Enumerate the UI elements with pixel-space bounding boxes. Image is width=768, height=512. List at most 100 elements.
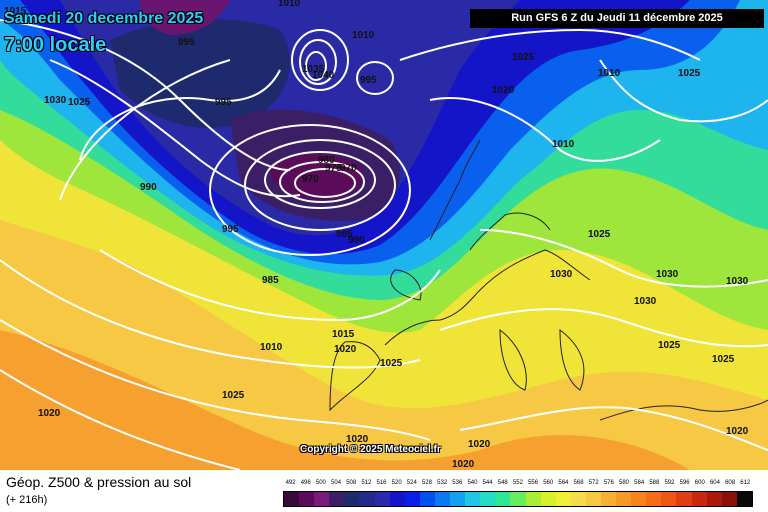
- scale-swatch: [555, 492, 571, 506]
- scale-swatch: [600, 492, 617, 506]
- scale-tick-label: 512: [361, 480, 372, 486]
- isobar-lines: [0, 19, 768, 470]
- isobar-label: 1020: [726, 426, 749, 437]
- scale-tick-label: 580: [619, 480, 630, 486]
- scale-tick-label: 604: [709, 480, 720, 486]
- scale-swatch: [465, 492, 481, 506]
- isobar-label: 980: [318, 155, 335, 166]
- scale-swatch: [419, 492, 435, 506]
- scale-swatch: [631, 492, 647, 506]
- isobar-label: 990: [348, 235, 365, 246]
- scale-tick-label: 520: [391, 480, 402, 486]
- scale-swatch: [480, 492, 496, 506]
- scale-tick-label: 564: [558, 480, 569, 486]
- isobar-label: 1030: [634, 296, 657, 307]
- scale-tick-label: 544: [482, 480, 493, 486]
- isobar-label: 1020: [38, 408, 61, 419]
- scale-tick-label: 612: [740, 480, 751, 486]
- isobar-label: 1025: [380, 358, 403, 369]
- scale-swatch: [314, 492, 330, 506]
- scale-swatch: [585, 492, 601, 506]
- scale-swatch: [540, 492, 556, 506]
- scale-tick-label: 572: [588, 480, 599, 486]
- isobar-label: 1040: [312, 70, 335, 81]
- scale-tick-label: 496: [300, 480, 311, 486]
- scale-swatch: [434, 492, 451, 506]
- isobar-label: 1015: [4, 6, 27, 17]
- isobar-label: 1020: [346, 434, 369, 445]
- scale-tick-label: 556: [528, 480, 539, 486]
- forecast-time: 7:00 locale: [4, 34, 107, 56]
- scale-tick-label: 560: [543, 480, 554, 486]
- scale-swatch: [284, 492, 300, 506]
- scale-tick-label: 608: [725, 480, 736, 486]
- forecast-date: Samedi 20 decembre 2025: [4, 10, 204, 27]
- scale-tick-label: 576: [603, 480, 614, 486]
- forecast-offset: (+ 216h): [6, 494, 48, 506]
- scale-swatch: [525, 492, 541, 506]
- scale-swatch: [646, 492, 662, 506]
- isobar-label: 995: [215, 97, 232, 108]
- legend-footer: Géop. Z500 & pression au sol (+ 216h) 49…: [0, 470, 768, 512]
- isobar-label: 1020: [28, 14, 51, 25]
- scale-tick-label: 568: [573, 480, 584, 486]
- coastlines: [329, 139, 768, 421]
- scale-tick-label: 584: [634, 480, 645, 486]
- scale-tick-label: 508: [346, 480, 357, 486]
- scale-tick-label: 492: [285, 480, 296, 486]
- isobar-label: 1010: [278, 0, 301, 9]
- isobar-label: 1025: [712, 354, 735, 365]
- geopotential-field: 1015 1020 1010 995 1030 1025 1010 1035 1…: [0, 0, 768, 470]
- scale-swatch: [616, 492, 632, 506]
- color-scale: [283, 491, 753, 507]
- isobar-label: 1010: [598, 68, 621, 79]
- scale-swatch: [374, 492, 390, 506]
- scale-swatch: [736, 492, 752, 506]
- scale-tick-label: 592: [664, 480, 675, 486]
- scale-swatch: [329, 492, 345, 506]
- isobar-label: 1020: [492, 85, 515, 96]
- scale-swatch: [691, 492, 707, 506]
- scale-tick-label: 516: [376, 480, 387, 486]
- scale-tick-label: 532: [437, 480, 448, 486]
- scale-swatch: [404, 492, 420, 506]
- scale-tick-label: 548: [497, 480, 508, 486]
- scale-swatch: [661, 492, 677, 506]
- scale-tick-label: 528: [421, 480, 432, 486]
- isobar-label: 995: [222, 224, 239, 235]
- isobar-label: 1025: [222, 390, 245, 401]
- isobar-label: 985: [336, 229, 353, 240]
- isobar-labels: 1015 1020 1010 995 1030 1025 1010 1035 1…: [4, 0, 749, 470]
- scale-tick-labels: 492 496 500 504 508 512 516 520 524 528 532 536 540 5…: [283, 480, 753, 490]
- isobar-label: 1020: [468, 439, 491, 450]
- scale-swatch: [570, 492, 586, 506]
- isobar-label: 995: [360, 75, 377, 86]
- scale-tick-label: 600: [694, 480, 705, 486]
- scale-swatch: [706, 492, 722, 506]
- scale-tick-label: 596: [679, 480, 690, 486]
- scale-tick-label: 504: [331, 480, 342, 486]
- scale-tick-label: 588: [649, 480, 660, 486]
- scale-tick-label: 500: [315, 480, 326, 486]
- isobar-label: 970: [340, 163, 357, 174]
- scale-tick-label: 552: [512, 480, 523, 486]
- scale-swatch: [510, 492, 526, 506]
- isobar-label: 1035: [302, 64, 325, 75]
- isobar-label: 1020: [452, 459, 475, 470]
- isobar-label: 970: [302, 174, 319, 185]
- isobar-label: 985: [262, 275, 279, 286]
- isobar-label: 1025: [512, 52, 535, 63]
- weather-map: 1015 1020 1010 995 1030 1025 1010 1035 1…: [0, 0, 768, 470]
- isobar-label: 1015: [332, 329, 355, 340]
- scale-swatch: [721, 492, 737, 506]
- scale-swatch: [676, 492, 692, 506]
- scale-swatch: [450, 492, 466, 506]
- copyright: Copyright © 2025 Meteociel.fr: [300, 444, 441, 455]
- isobar-label: 1020: [334, 344, 357, 355]
- scale-swatch: [359, 492, 375, 506]
- scale-tick-label: 536: [452, 480, 463, 486]
- isobar-label: 1010: [352, 30, 375, 41]
- isobar-label: 990: [140, 182, 157, 193]
- scale-swatch: [389, 492, 405, 506]
- scale-swatch: [299, 492, 315, 506]
